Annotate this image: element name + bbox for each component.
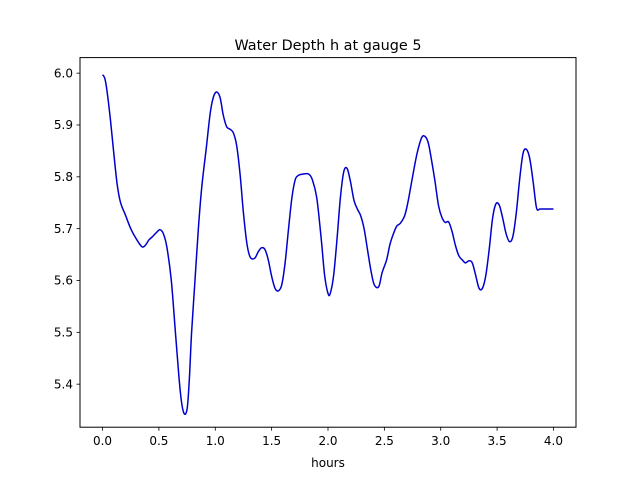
x-axis: 0.0 0.5 1.0 1.5 2.0 2.5 3.0 3.5 4.0 xyxy=(93,427,563,448)
x-tick-label: 1.5 xyxy=(262,434,281,448)
y-tick-label: 5.6 xyxy=(54,274,73,288)
x-tick-label: 2.0 xyxy=(318,434,337,448)
chart-title: Water Depth h at gauge 5 xyxy=(234,38,421,54)
y-tick-label: 5.9 xyxy=(54,118,73,132)
x-tick-label: 4.0 xyxy=(544,434,563,448)
x-tick-label: 3.5 xyxy=(488,434,507,448)
x-axis-label: hours xyxy=(311,456,345,470)
x-tick-label: 3.0 xyxy=(431,434,450,448)
x-tick-label: 0.5 xyxy=(149,434,168,448)
y-axis: 5.4 5.5 5.6 5.7 5.8 5.9 6.0 xyxy=(54,66,80,391)
y-tick-label: 6.0 xyxy=(54,66,73,80)
series-line-water-depth xyxy=(101,74,554,416)
y-tick-label: 5.7 xyxy=(54,222,73,236)
x-tick-label: 1.0 xyxy=(206,434,225,448)
y-tick-label: 5.5 xyxy=(54,326,73,340)
y-tick-label: 5.8 xyxy=(54,170,73,184)
x-tick-label: 2.5 xyxy=(375,434,394,448)
y-tick-label: 5.4 xyxy=(54,377,73,391)
x-tick-label: 0.0 xyxy=(93,434,112,448)
